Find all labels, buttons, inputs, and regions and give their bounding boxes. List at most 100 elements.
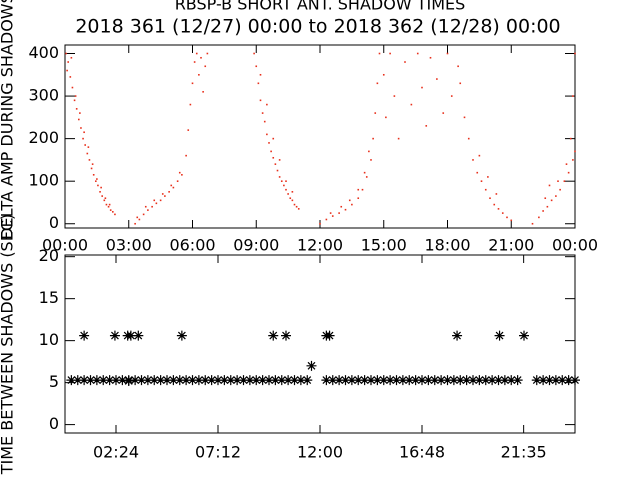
dot-point [104,197,107,200]
dot-point [172,186,175,189]
dot-point [365,176,368,178]
asterisk-point [187,375,198,386]
asterisk-point [385,375,396,386]
dot-point [510,219,513,222]
dot-point [291,199,294,202]
dot-point [297,208,300,210]
dot-point [501,212,504,214]
dot-point [331,215,334,217]
asterisk-point [429,375,440,386]
x-tick-label: 12:00 [297,236,343,255]
dot-point [78,118,80,121]
x-tick-label: 00:00 [552,236,598,255]
dot-point [136,216,139,219]
asterisk-point [417,375,427,386]
dot-point [103,199,106,202]
asterisk-point [232,375,243,386]
asterisk-point [340,375,351,386]
dot-point [138,218,141,221]
asterisk-point [538,375,549,386]
dot-point [497,208,500,210]
x-tick-label: 07:12 [195,443,241,462]
dot-point [92,174,95,176]
dot-point [193,61,196,63]
dot-point [506,216,508,219]
dot-point [574,52,576,55]
dot-point [436,78,438,80]
dot-point [274,163,277,165]
dot-point [266,103,268,106]
chart-title: RBSP-B SHORT ANT. SHADOW TIMES [175,0,466,14]
asterisk-point [257,375,268,386]
dot-point [480,180,483,182]
asterisk-point [130,375,141,386]
dot-point [378,52,381,55]
dot-point [567,171,570,174]
dot-point [73,99,76,102]
asterisk-point [461,375,472,386]
dot-point [495,193,498,195]
dot-point [363,171,366,174]
asterisk-point [79,375,90,386]
x-tick-label: 00:00 [42,236,88,255]
dot-point [280,180,283,182]
asterisk-point [442,375,453,386]
dot-point [259,73,262,76]
asterisk-point [397,375,408,386]
dot-point [147,209,149,211]
asterisk-point [295,375,306,386]
asterisk-point [98,375,109,386]
dot-point [382,73,385,76]
asterisk-point [66,375,77,386]
dot-point [531,222,534,225]
dot-point [181,174,183,176]
asterisk-point [372,375,383,386]
dot-point [397,137,400,140]
dot-point [79,112,81,114]
x-tick-label: 18:00 [424,236,470,255]
dot-point [107,205,110,208]
dot-point [329,212,332,214]
asterisk-point [142,375,153,386]
dot-point [457,65,459,68]
dot-point [200,56,202,59]
dot-point [69,76,72,78]
asterisk-point [448,375,459,386]
dot-point [101,195,103,197]
dot-point [114,213,116,216]
asterisk-point [213,375,223,386]
asterisk-point [117,375,128,386]
asterisk-point [244,375,255,386]
asterisk-point [136,375,147,386]
asterisk-point [149,375,160,386]
dot-point [295,205,298,208]
dot-point [95,180,97,182]
dot-point [287,193,289,195]
dot-point [463,116,466,119]
dot-point [340,205,343,208]
asterisk-point [168,375,179,386]
dot-point [278,159,281,161]
asterisk-point [563,375,574,386]
dot-point [450,95,453,97]
dot-point [569,137,572,140]
dot-point [557,180,559,182]
asterisk-point [181,375,192,386]
dot-point [421,86,423,89]
asterisk-point [238,375,249,386]
dot-point [544,197,547,200]
dot-point [100,186,102,189]
dot-point [272,137,275,140]
dot-point [550,199,553,202]
dot-point [83,131,85,134]
y-tick-label: 10 [39,330,59,349]
dot-point [257,82,260,85]
asterisk-point [334,375,345,386]
asterisk-point [289,375,300,386]
dot-point [268,142,270,144]
dot-point [164,195,166,197]
dot-point [159,199,162,202]
dot-point [489,197,491,200]
dot-point [487,176,489,178]
x-tick-label: 16:48 [399,443,445,462]
